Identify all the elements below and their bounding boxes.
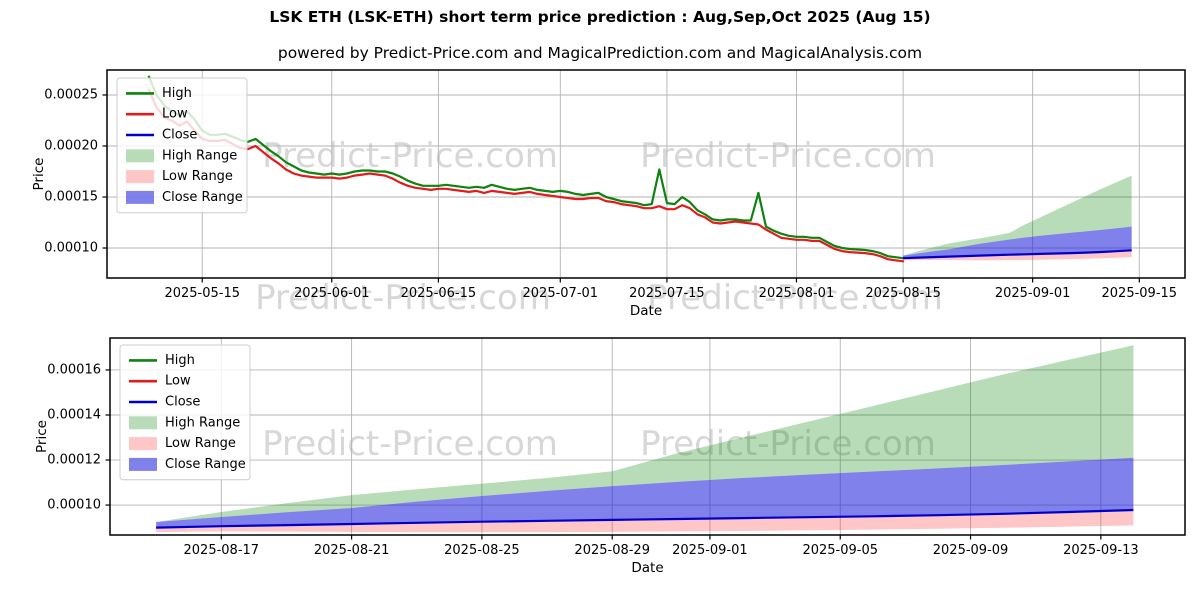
y-tick-label: 0.00015 xyxy=(44,190,98,205)
high_range-legend-swatch xyxy=(129,416,157,430)
x-tick-label: 2025-09-01 xyxy=(672,543,748,558)
x-tick-label: 2025-09-09 xyxy=(933,543,1009,558)
watermark-text: Predict-Price.com xyxy=(262,136,558,176)
x-tick-label: 2025-09-01 xyxy=(995,286,1071,301)
legend-label: Low xyxy=(162,107,188,122)
prediction-bands xyxy=(156,345,1134,533)
legend-label: Low Range xyxy=(165,436,236,451)
legend-label: Close xyxy=(165,395,200,410)
legend-label: Low Range xyxy=(162,169,233,184)
x-tick-label: 2025-09-05 xyxy=(802,543,878,558)
close-line xyxy=(156,508,1134,529)
legend: High Low Close High Range Low Range Close Ran… xyxy=(119,344,251,481)
x-tick-label: 2025-05-15 xyxy=(164,286,240,301)
x-tick-label: 2025-08-21 xyxy=(314,543,390,558)
close-line xyxy=(903,249,1132,260)
y-tick-label: 0.00010 xyxy=(47,498,101,513)
low_range-legend-swatch xyxy=(126,170,154,184)
low-line xyxy=(147,88,905,263)
legend-label: High Range xyxy=(162,148,237,163)
axis-label-price: Price xyxy=(31,158,47,191)
tick-labels: 2025-08-17 2025-08-21 2025-08-25 2025-08-29… xyxy=(47,362,1138,558)
legend-label: High xyxy=(162,86,192,101)
y-tick-label: 0.00012 xyxy=(47,453,101,468)
watermark-text: Predict-Price.com xyxy=(255,278,551,318)
x-tick-label: 2025-09-15 xyxy=(1102,286,1178,301)
legend-label: High Range xyxy=(165,415,240,430)
watermark-text: Predict-Price.com xyxy=(262,424,558,464)
legend-label: Close Range xyxy=(165,457,246,472)
low_range-legend-swatch xyxy=(129,437,157,451)
low-range-band xyxy=(156,510,1134,533)
y-tick-label: 0.00025 xyxy=(44,87,98,102)
legend: High Low Close High Range Low Range Close Ran… xyxy=(116,77,248,214)
y-tick-label: 0.00020 xyxy=(44,138,98,153)
legend-box xyxy=(119,344,251,481)
legend-label: High xyxy=(165,353,195,368)
axis-label-price: Price xyxy=(34,420,50,453)
high_range-legend-swatch xyxy=(126,149,154,163)
close_range-legend-swatch xyxy=(129,457,157,471)
y-tick-label: 0.00010 xyxy=(44,241,98,256)
x-tick-label: 2025-09-13 xyxy=(1063,543,1139,558)
x-tick-label: 2025-08-01 xyxy=(759,286,835,301)
high-range-band xyxy=(903,175,1132,256)
axis-label-date: Date xyxy=(631,560,663,576)
watermark-text: Predict-Price.com xyxy=(640,424,936,464)
legend-label: Low xyxy=(165,374,191,389)
high-line xyxy=(147,75,905,260)
legend-label: Close Range xyxy=(162,190,243,205)
watermark-layer: Predict-Price.com Predict-Price.com Predic… xyxy=(255,136,943,464)
chart-subtitle: powered by Predict-Price.com and Magical… xyxy=(277,44,923,62)
x-tick-label: 2025-08-29 xyxy=(574,543,650,558)
prediction-bands xyxy=(903,175,1132,261)
close_range-legend-swatch xyxy=(126,190,154,204)
chart-title: LSK ETH (LSK-ETH) short term price predi… xyxy=(269,8,931,26)
bottom-chart: 2025-08-17 2025-08-21 2025-08-25 2025-08-29… xyxy=(34,337,1186,576)
y-tick-label: 0.00014 xyxy=(47,407,101,422)
x-tick-label: 2025-08-15 xyxy=(865,286,941,301)
x-tick-label: 2025-06-15 xyxy=(401,286,477,301)
axes-spines xyxy=(106,69,1186,279)
axis-label-date: Date xyxy=(630,303,662,319)
x-tick-label: 2025-07-01 xyxy=(523,286,599,301)
watermark-text: Predict-Price.com xyxy=(647,278,943,318)
high-range-band xyxy=(156,345,1134,522)
close-range-band xyxy=(156,457,1134,528)
tick-labels: 2025-05-15 2025-06-01 2025-06-15 2025-07-01… xyxy=(44,87,1177,301)
x-tick-label: 2025-08-25 xyxy=(444,543,520,558)
watermark-text: Predict-Price.com xyxy=(640,136,936,176)
legend-label: Close xyxy=(162,128,197,143)
y-tick-label: 0.00016 xyxy=(47,362,101,377)
close-range-band xyxy=(903,226,1132,259)
legend-box xyxy=(116,77,248,214)
x-tick-label: 2025-08-17 xyxy=(184,543,260,558)
axes-spines xyxy=(109,337,1186,536)
x-tick-label: 2025-06-01 xyxy=(294,286,370,301)
top-chart: 2025-05-15 2025-06-01 2025-06-15 2025-07-01… xyxy=(31,69,1186,319)
x-tick-label: 2025-07-15 xyxy=(629,286,705,301)
